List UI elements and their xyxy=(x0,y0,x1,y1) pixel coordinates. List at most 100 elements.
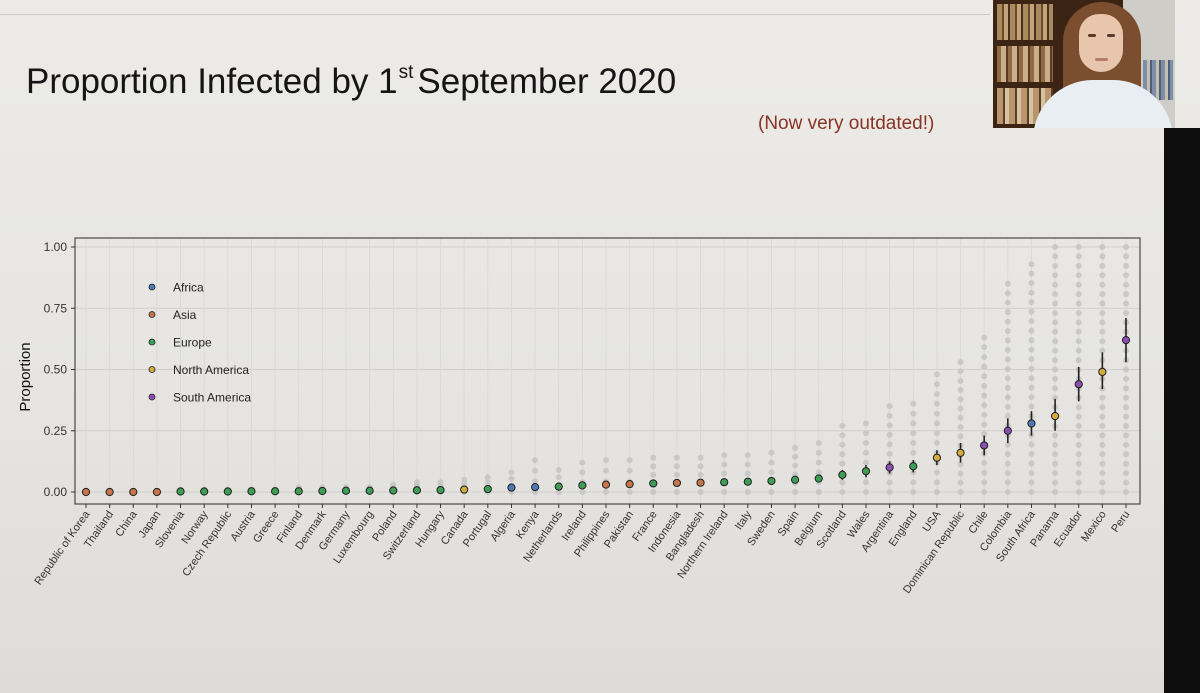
spread-point-37-2 xyxy=(957,470,964,477)
spread-point-35-4 xyxy=(910,449,917,456)
spread-point-44-20 xyxy=(1123,300,1129,307)
spread-point-43-19 xyxy=(1099,309,1106,316)
spread-point-36-1 xyxy=(933,479,940,486)
spread-point-22-2 xyxy=(603,467,609,474)
spread-point-40-15 xyxy=(1028,346,1035,353)
spread-point-44-26 xyxy=(1123,244,1129,250)
spread-point-43-26 xyxy=(1099,244,1106,250)
spread-point-42-17 xyxy=(1075,328,1082,335)
spread-point-37-14 xyxy=(957,359,964,366)
spread-point-42-15 xyxy=(1075,347,1082,354)
spread-point-32-5 xyxy=(839,441,846,448)
spread-point-44-22 xyxy=(1123,281,1129,288)
spread-point-40-3 xyxy=(1028,460,1035,467)
spread-point-30-5 xyxy=(792,444,799,451)
estimate-point-35 xyxy=(909,462,918,471)
spread-point-44-10 xyxy=(1123,394,1129,401)
spread-point-38-8 xyxy=(981,411,988,418)
spread-point-32-4 xyxy=(839,451,846,458)
spread-point-43-25 xyxy=(1099,253,1106,260)
estimate-point-2 xyxy=(129,487,138,497)
spread-point-25-3 xyxy=(673,463,680,470)
spread-point-35-0 xyxy=(910,489,917,495)
spread-point-44-3 xyxy=(1123,460,1129,467)
spread-point-43-10 xyxy=(1099,394,1106,401)
spread-point-39-2 xyxy=(1004,470,1011,477)
spread-point-44-9 xyxy=(1123,404,1129,411)
spread-point-36-5 xyxy=(933,440,940,446)
spread-point-41-22 xyxy=(1052,281,1059,288)
x-tick-label-0: Republic of Korea xyxy=(32,508,92,587)
spread-point-42-24 xyxy=(1075,262,1082,269)
spread-point-33-7 xyxy=(863,420,869,427)
spread-point-41-21 xyxy=(1052,291,1059,298)
estimate-point-9 xyxy=(294,487,303,496)
spread-point-44-4 xyxy=(1123,451,1129,458)
legend-label-3: North America xyxy=(173,363,249,377)
spread-point-41-5 xyxy=(1052,441,1059,448)
spread-point-38-15 xyxy=(981,344,988,351)
proportion-infected-chart: 0.00 0.25 0.50 0.75 1.00 Republic of KoreaTh… xyxy=(17,237,1141,596)
spread-point-35-9 xyxy=(910,400,917,407)
spread-point-26-2 xyxy=(697,471,704,478)
spread-point-41-3 xyxy=(1052,460,1059,467)
spread-point-20-3 xyxy=(555,466,562,473)
spread-point-20-0 xyxy=(555,489,562,495)
spread-point-19-1 xyxy=(532,478,539,485)
spread-point-39-16 xyxy=(1004,337,1011,344)
spread-point-35-7 xyxy=(910,420,917,427)
spread-point-39-22 xyxy=(1004,280,1011,287)
spread-point-41-2 xyxy=(1052,470,1059,477)
spread-point-37-13 xyxy=(957,368,964,375)
spread-point-38-9 xyxy=(981,402,988,409)
spread-point-17-2 xyxy=(484,479,491,486)
spread-point-40-23 xyxy=(1028,270,1035,277)
estimate-point-41 xyxy=(1050,411,1060,421)
spread-point-44-7 xyxy=(1123,423,1129,430)
estimate-point-1 xyxy=(105,487,114,497)
title-main: Proportion Infected by 1 xyxy=(26,62,398,101)
spread-point-36-10 xyxy=(933,391,940,397)
presenter-face xyxy=(1079,14,1123,72)
estimate-point-6 xyxy=(223,487,232,496)
spread-point-42-4 xyxy=(1075,451,1082,458)
spread-point-43-17 xyxy=(1099,328,1106,335)
presenter-video[interactable] xyxy=(993,0,1175,128)
spread-point-34-9 xyxy=(886,403,893,410)
spread-point-29-4 xyxy=(768,449,775,456)
spread-point-42-1 xyxy=(1075,479,1082,486)
spread-point-40-19 xyxy=(1028,308,1035,315)
spread-point-44-12 xyxy=(1123,375,1129,382)
spread-point-40-5 xyxy=(1028,441,1035,448)
estimate-point-36 xyxy=(932,453,942,462)
spread-point-37-1 xyxy=(957,479,964,486)
y-tick-label-2: 0.50 xyxy=(44,363,68,377)
spread-point-24-3 xyxy=(650,463,657,470)
spread-point-44-19 xyxy=(1123,309,1129,316)
spread-point-44-25 xyxy=(1123,253,1129,260)
spread-point-40-10 xyxy=(1028,394,1035,401)
spread-point-34-5 xyxy=(886,441,893,448)
estimate-point-11 xyxy=(341,486,351,495)
spread-point-41-6 xyxy=(1052,432,1059,439)
spread-point-39-20 xyxy=(1004,299,1011,306)
spread-point-31-0 xyxy=(815,489,822,495)
spread-point-44-23 xyxy=(1123,272,1129,279)
spread-point-42-9 xyxy=(1075,404,1082,411)
estimate-point-43 xyxy=(1098,367,1107,377)
spread-point-43-5 xyxy=(1099,441,1106,448)
spread-point-37-0 xyxy=(957,489,964,495)
spread-point-44-2 xyxy=(1123,470,1129,477)
spread-point-44-0 xyxy=(1123,489,1129,495)
spread-point-43-0 xyxy=(1099,489,1106,495)
spread-point-27-0 xyxy=(721,489,728,495)
spread-point-40-1 xyxy=(1028,479,1035,486)
y-axis-ticks: 0.00 0.25 0.50 0.75 1.00 xyxy=(44,240,75,499)
spread-point-39-12 xyxy=(1004,375,1011,382)
spread-point-42-14 xyxy=(1075,357,1082,364)
spread-point-40-14 xyxy=(1028,356,1035,363)
spread-point-42-25 xyxy=(1075,253,1082,260)
estimate-point-25 xyxy=(672,478,682,488)
x-tick-label-36: USA xyxy=(921,508,944,534)
spread-point-21-0 xyxy=(579,489,586,495)
